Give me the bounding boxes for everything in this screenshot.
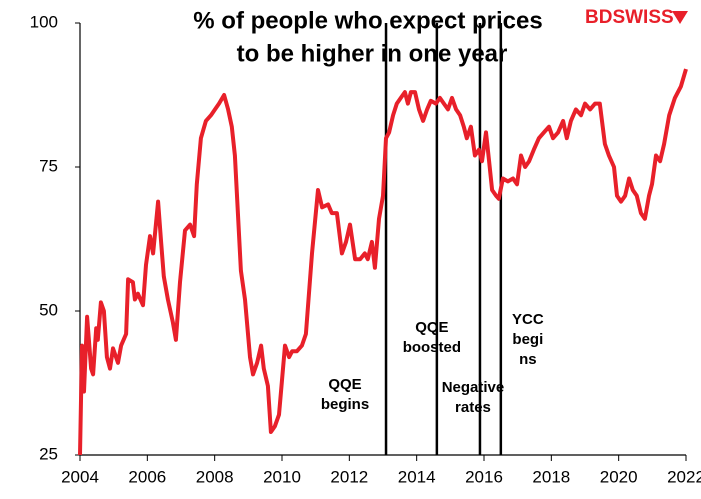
annotation: begins [321,396,369,413]
annotation: ns [519,351,537,368]
x-tick-label: 2016 [465,467,503,486]
annotation: QQE [328,376,361,393]
annotation: YCC [512,311,544,328]
x-tick-label: 2004 [61,467,99,486]
chart-title: to be higher in one year [237,40,508,67]
logo: BDSWISS [585,7,674,28]
annotation: boosted [403,339,461,356]
y-tick-label: 75 [39,156,58,175]
x-tick-label: 2022 [667,467,701,486]
x-tick-label: 2006 [128,467,166,486]
y-tick-label: 25 [39,444,58,463]
x-tick-label: 2014 [398,467,436,486]
y-tick-label: 100 [30,12,58,31]
annotation: rates [455,399,491,416]
annotation: begi [512,331,543,348]
x-tick-label: 2018 [532,467,570,486]
x-tick-label: 2008 [196,467,234,486]
x-tick-label: 2020 [600,467,638,486]
x-tick-label: 2012 [330,467,368,486]
annotation: QQE [415,319,448,336]
logo-mark [672,11,688,24]
line [78,68,688,456]
chart-title: % of people who expect prices [193,7,542,34]
y-tick-label: 50 [39,300,58,319]
x-tick-label: 2010 [263,467,301,486]
annotation: Negative [442,379,505,396]
